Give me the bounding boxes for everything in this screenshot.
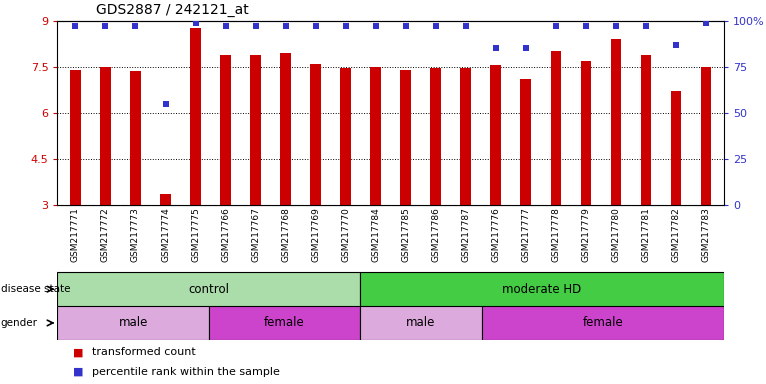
Text: GSM217785: GSM217785 [401, 207, 410, 262]
Bar [190, 28, 201, 205]
Bar [310, 64, 321, 205]
Bar [57, 306, 209, 340]
Bar [250, 55, 261, 205]
Text: male: male [406, 316, 436, 329]
Bar [482, 306, 724, 340]
Text: GSM217768: GSM217768 [281, 207, 290, 262]
Bar [640, 55, 651, 205]
Text: GSM217786: GSM217786 [431, 207, 440, 262]
Point [610, 23, 622, 29]
Point [309, 23, 322, 29]
Point [699, 20, 712, 26]
Text: GSM217784: GSM217784 [372, 207, 380, 262]
Text: GSM217776: GSM217776 [491, 207, 500, 262]
Point [129, 23, 142, 29]
Text: GDS2887 / 242121_at: GDS2887 / 242121_at [96, 3, 248, 17]
Bar [130, 71, 141, 205]
Point [640, 23, 652, 29]
Text: GSM217778: GSM217778 [552, 207, 560, 262]
Bar [209, 306, 360, 340]
Bar [670, 91, 681, 205]
Point [339, 23, 352, 29]
Point [250, 23, 262, 29]
Point [400, 23, 412, 29]
Bar [100, 67, 111, 205]
Point [519, 45, 532, 51]
Point [369, 23, 381, 29]
Text: GSM217766: GSM217766 [221, 207, 230, 262]
Text: ■: ■ [73, 367, 83, 377]
Point [70, 23, 82, 29]
Bar [221, 55, 231, 205]
Point [189, 20, 201, 26]
Text: gender: gender [1, 318, 38, 328]
Bar [401, 70, 411, 205]
Text: female: female [264, 316, 305, 329]
Point [280, 23, 292, 29]
Bar [701, 67, 711, 205]
Text: GSM217773: GSM217773 [131, 207, 140, 262]
Point [580, 23, 592, 29]
Point [219, 23, 231, 29]
Text: female: female [582, 316, 623, 329]
Bar [430, 68, 441, 205]
Text: GSM217774: GSM217774 [161, 207, 170, 262]
Text: transformed count: transformed count [92, 347, 195, 357]
Text: GSM217780: GSM217780 [611, 207, 620, 262]
Text: GSM217770: GSM217770 [341, 207, 350, 262]
Bar [280, 53, 291, 205]
Text: percentile rank within the sample: percentile rank within the sample [92, 367, 280, 377]
Text: GSM217772: GSM217772 [101, 207, 110, 262]
Text: disease state: disease state [1, 284, 70, 294]
Point [159, 101, 172, 107]
Text: GSM217771: GSM217771 [71, 207, 80, 262]
Bar [490, 65, 501, 205]
Bar [520, 79, 531, 205]
Bar [360, 272, 724, 306]
Bar [460, 68, 471, 205]
Point [489, 45, 502, 51]
Text: GSM217782: GSM217782 [671, 207, 680, 262]
Bar [551, 51, 561, 205]
Text: moderate HD: moderate HD [502, 283, 581, 296]
Text: GSM217783: GSM217783 [702, 207, 710, 262]
Point [100, 23, 112, 29]
Bar [611, 39, 621, 205]
Text: GSM217767: GSM217767 [251, 207, 260, 262]
Bar [160, 194, 171, 205]
Bar [57, 272, 360, 306]
Bar [340, 68, 351, 205]
Text: GSM217777: GSM217777 [521, 207, 530, 262]
Text: control: control [188, 283, 229, 296]
Point [669, 41, 682, 48]
Text: GSM217769: GSM217769 [311, 207, 320, 262]
Point [550, 23, 562, 29]
Point [430, 23, 442, 29]
Bar [371, 67, 381, 205]
Point [460, 23, 472, 29]
Bar [360, 306, 482, 340]
Text: GSM217787: GSM217787 [461, 207, 470, 262]
Text: male: male [119, 316, 148, 329]
Text: GSM217775: GSM217775 [191, 207, 200, 262]
Bar [70, 70, 80, 205]
Bar [581, 61, 591, 205]
Text: GSM217779: GSM217779 [581, 207, 591, 262]
Text: GSM217781: GSM217781 [641, 207, 650, 262]
Text: ■: ■ [73, 347, 83, 357]
